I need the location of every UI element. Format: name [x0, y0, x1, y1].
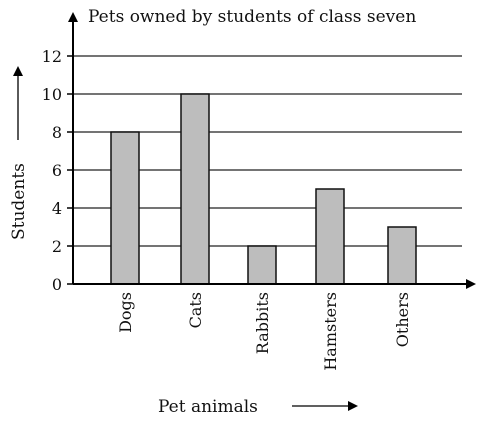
x-tick-label-others: Others	[393, 292, 412, 347]
y-tick-label: 4	[52, 199, 62, 218]
bars	[110, 93, 417, 285]
y-tick-label: 6	[52, 161, 62, 180]
x-tick-label-cats: Cats	[186, 292, 205, 328]
chart-title: Pets owned by students of class seven	[88, 7, 416, 27]
y-tick-label: 8	[52, 123, 62, 142]
bar-rabbits	[247, 245, 277, 285]
y-axis-label: Students	[9, 163, 29, 240]
bar-hamsters	[315, 188, 345, 285]
x-tick-labels: Dogs Cats Rabbits Hamsters Others	[116, 292, 412, 371]
bar-others	[387, 226, 417, 285]
x-tick-label-dogs: Dogs	[116, 292, 135, 333]
y-tick-label: 12	[42, 47, 62, 66]
y-tick-labels: 0 2 4 6 8 10 12	[42, 47, 73, 294]
bar-cats	[180, 93, 210, 285]
x-axis-label: Pet animals	[158, 397, 258, 417]
y-tick-label: 0	[52, 275, 62, 294]
bar-dogs	[110, 131, 140, 285]
x-tick-label-hamsters: Hamsters	[321, 292, 340, 371]
y-tick-label: 2	[52, 237, 62, 256]
y-tick-label: 10	[42, 85, 62, 104]
x-tick-label-rabbits: Rabbits	[253, 292, 272, 354]
